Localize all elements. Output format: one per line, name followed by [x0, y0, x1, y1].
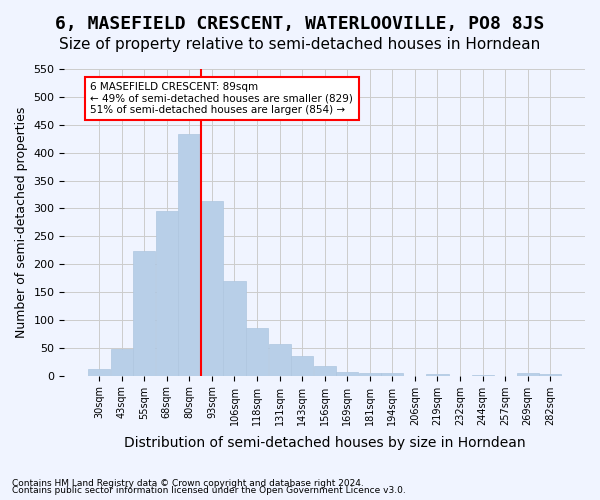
Bar [359, 373, 381, 376]
Bar [517, 374, 539, 376]
Bar [269, 344, 290, 376]
Text: Size of property relative to semi-detached houses in Horndean: Size of property relative to semi-detach… [59, 38, 541, 52]
Bar [88, 369, 110, 376]
Text: 6 MASEFIELD CRESCENT: 89sqm
← 49% of semi-detached houses are smaller (829)
51% : 6 MASEFIELD CRESCENT: 89sqm ← 49% of sem… [91, 82, 353, 115]
Bar [223, 282, 245, 376]
Text: Contains HM Land Registry data © Crown copyright and database right 2024.: Contains HM Land Registry data © Crown c… [12, 478, 364, 488]
Bar [201, 201, 223, 376]
Bar [539, 374, 562, 376]
Text: Contains public sector information licensed under the Open Government Licence v3: Contains public sector information licen… [12, 486, 406, 495]
Text: 6, MASEFIELD CRESCENT, WATERLOOVILLE, PO8 8JS: 6, MASEFIELD CRESCENT, WATERLOOVILLE, PO… [55, 15, 545, 33]
Bar [246, 328, 268, 376]
Bar [472, 374, 494, 376]
Bar [382, 374, 403, 376]
Bar [314, 366, 336, 376]
Bar [133, 252, 155, 376]
Bar [336, 372, 358, 376]
Y-axis label: Number of semi-detached properties: Number of semi-detached properties [15, 106, 28, 338]
Bar [291, 356, 313, 376]
Bar [178, 134, 200, 376]
Bar [110, 349, 133, 376]
X-axis label: Distribution of semi-detached houses by size in Horndean: Distribution of semi-detached houses by … [124, 436, 526, 450]
Bar [156, 210, 178, 376]
Bar [427, 374, 449, 376]
